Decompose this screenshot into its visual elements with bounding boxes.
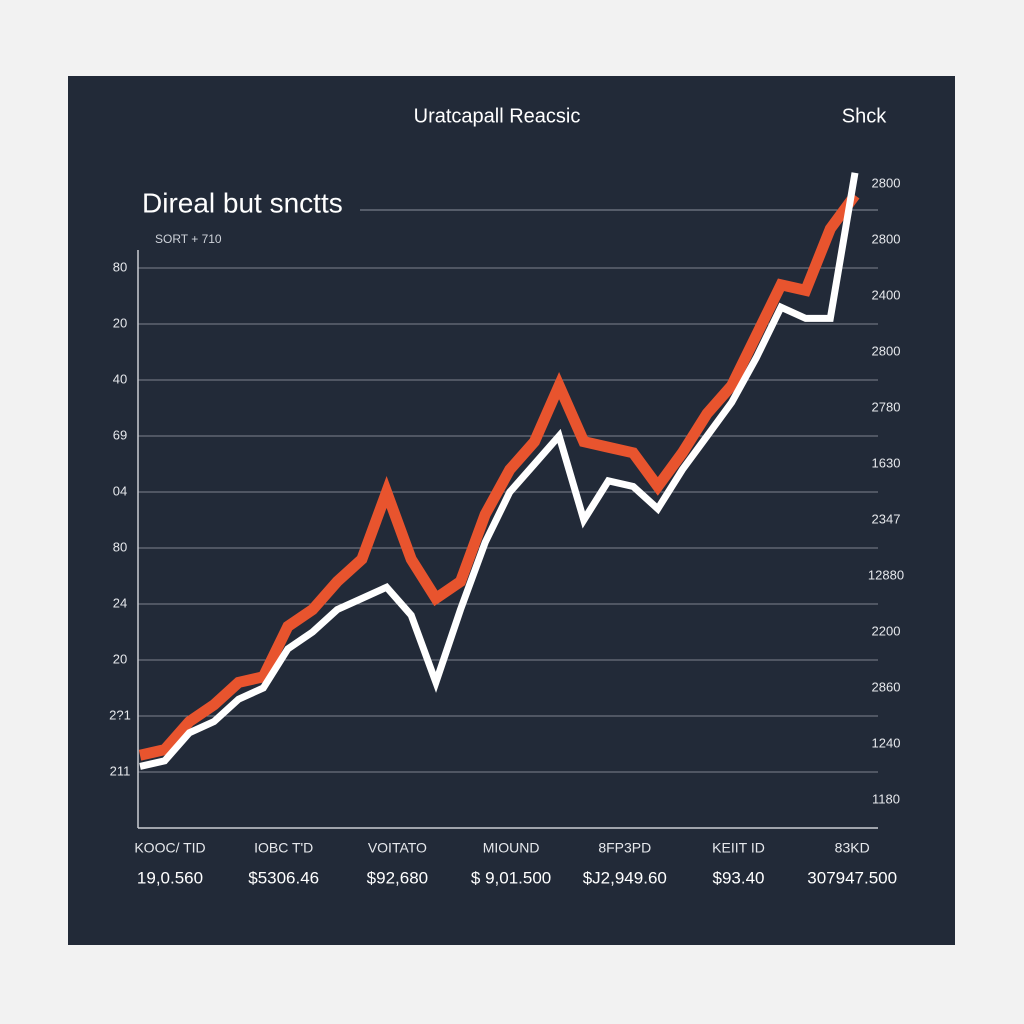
subtitle: SORT + 710 bbox=[155, 232, 222, 246]
y2-tick-label: 2347 bbox=[872, 511, 901, 526]
x-tick-label: 83KD bbox=[835, 840, 870, 856]
footer-label: $J2,949.60 bbox=[583, 868, 667, 887]
series-line bbox=[138, 191, 860, 761]
y2-tick-label: 1240 bbox=[872, 735, 901, 750]
y2-tick-label: 2800 bbox=[872, 231, 901, 246]
y-tick-label: 20 bbox=[113, 315, 127, 330]
footer-label: 19,0.560 bbox=[137, 868, 203, 887]
footer-label: $5306.46 bbox=[248, 868, 319, 887]
y-tick-label: 04 bbox=[113, 483, 127, 498]
y2-tick-label: 2400 bbox=[872, 287, 901, 302]
y-tick-label: 20 bbox=[113, 651, 127, 666]
y2-tick-label: 1180 bbox=[872, 791, 900, 806]
y2-tick-label: 2860 bbox=[872, 679, 901, 694]
y-tick-label: 24 bbox=[113, 595, 127, 610]
x-tick-label: 8FP3PD bbox=[598, 840, 651, 856]
x-tick-label: IOBC T'D bbox=[254, 840, 313, 856]
panel bbox=[68, 76, 955, 945]
x-tick-label: MIOUND bbox=[483, 840, 540, 856]
grid bbox=[138, 267, 878, 773]
footer-label: 307947.500 bbox=[807, 868, 897, 887]
x-tick-label: KEIIT ID bbox=[712, 840, 765, 856]
y2-tick-label: 2780 bbox=[872, 399, 901, 414]
y2-tick-label: 2800 bbox=[872, 175, 901, 190]
marks bbox=[138, 172, 860, 770]
series-line bbox=[139, 172, 859, 770]
x-tick-label: VOITATO bbox=[368, 840, 427, 856]
heading: Direal but snctts bbox=[142, 187, 343, 218]
footer-label: $93.40 bbox=[713, 868, 765, 887]
y2-tick-label: 2200 bbox=[872, 623, 901, 638]
y2-tick-label: 1630 bbox=[872, 455, 901, 470]
y-tick-label: 211 bbox=[110, 763, 131, 778]
footer-label: $92,680 bbox=[367, 868, 428, 887]
y2-tick-label: 12880 bbox=[868, 567, 904, 582]
corner-label: Shck bbox=[842, 105, 887, 127]
footer-label: $ 9,01.500 bbox=[471, 868, 551, 887]
x-tick-label: KOOC/ TID bbox=[134, 840, 205, 856]
y2-tick-label: 2800 bbox=[872, 343, 901, 358]
y-tick-label: 80 bbox=[113, 259, 127, 274]
y-tick-label: 2?1 bbox=[109, 707, 131, 722]
y-tick-label: 40 bbox=[113, 371, 127, 386]
y-tick-label: 80 bbox=[113, 539, 127, 554]
chart-title: Uratcapall Reacsic bbox=[414, 105, 581, 127]
y-tick-label: 69 bbox=[113, 427, 127, 442]
